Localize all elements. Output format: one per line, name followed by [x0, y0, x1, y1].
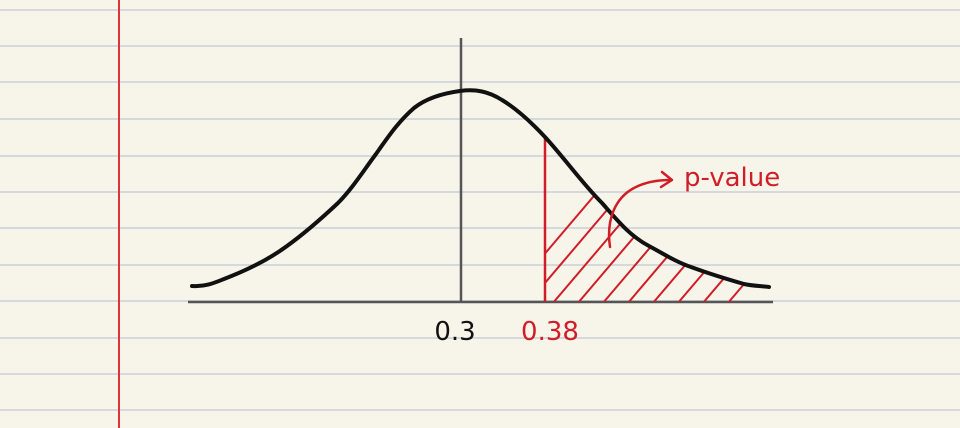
- ruled-lines: [0, 9, 960, 411]
- bell-curve: [190, 88, 771, 289]
- hatch-line: [679, 137, 744, 302]
- mean-label: 0.3: [434, 317, 475, 347]
- callout-arrow: [607, 178, 672, 249]
- hatch-line: [704, 137, 744, 302]
- observed-value-label: 0.38: [521, 317, 579, 347]
- p-value-label: p-value: [684, 163, 780, 193]
- arrowhead-icon: [659, 170, 674, 189]
